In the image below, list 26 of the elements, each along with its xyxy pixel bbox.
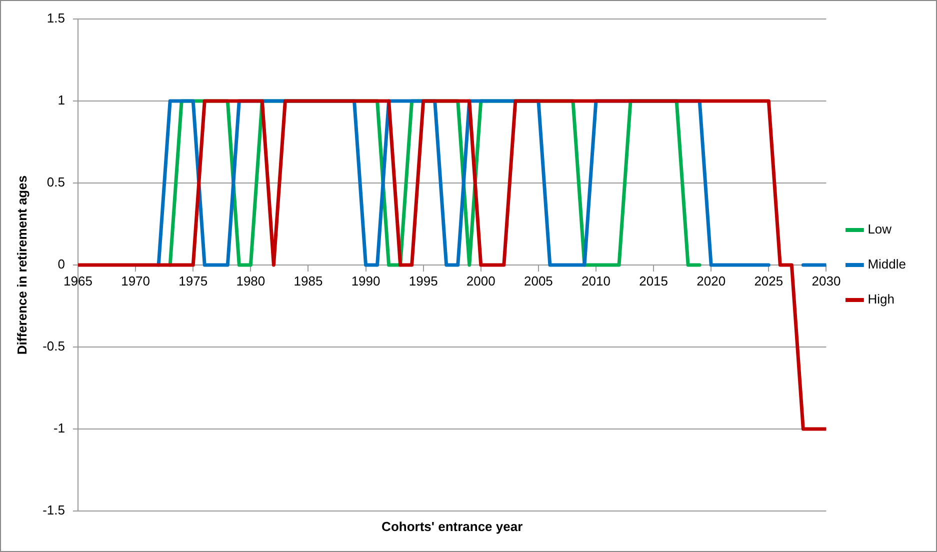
x-tick-label: 2000 xyxy=(466,273,496,288)
y-tick-label: -1.5 xyxy=(42,502,65,518)
y-tick-label: 0.5 xyxy=(46,174,65,190)
y-tick-label: 1.5 xyxy=(46,10,65,26)
y-tick-label: 0 xyxy=(58,256,65,272)
y-tick-label: -1 xyxy=(53,420,65,436)
x-tick-label: 1985 xyxy=(294,273,323,288)
x-tick-label: 2015 xyxy=(639,273,668,288)
y-tick-label: 1 xyxy=(58,92,65,108)
legend-label: Low xyxy=(868,222,892,237)
x-tick-label: 2010 xyxy=(582,273,610,288)
x-tick-label: 1970 xyxy=(121,273,150,288)
x-tick-label: 2030 xyxy=(812,273,841,288)
x-tick-label: 1995 xyxy=(408,273,438,288)
y-axis-title: Difference in retirement ages xyxy=(14,175,30,355)
x-tick-label: 1980 xyxy=(236,273,266,288)
x-tick-label: 1975 xyxy=(178,273,208,288)
x-tick-label: 1990 xyxy=(351,273,380,288)
x-axis-title: Cohorts' entrance year xyxy=(382,519,523,534)
legend-label: High xyxy=(868,292,894,307)
x-tick-label: 2005 xyxy=(524,273,553,288)
x-tick-label: 1965 xyxy=(64,273,92,288)
x-tick-label: 2025 xyxy=(754,273,784,288)
x-tick-label: 2020 xyxy=(696,273,726,288)
legend-label: Middle xyxy=(868,256,906,272)
y-tick-label: -0.5 xyxy=(42,338,65,354)
